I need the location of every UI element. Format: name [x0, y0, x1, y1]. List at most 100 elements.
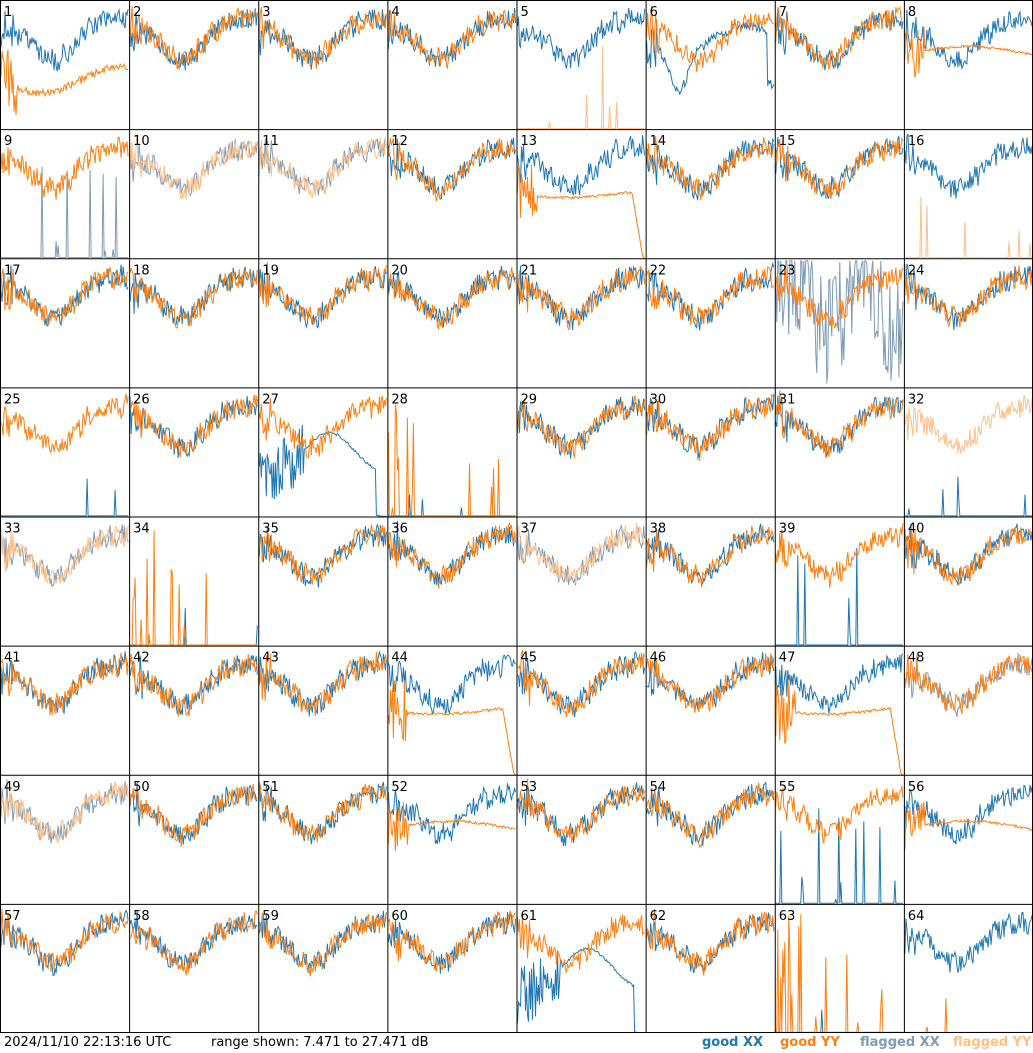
series-yy-53 — [517, 778, 646, 843]
series-xx-40 — [904, 523, 1033, 586]
panel-22: 22 — [646, 261, 775, 331]
series-yy-34 — [130, 530, 258, 646]
series-yy-13 — [517, 164, 645, 259]
series-xx-4 — [387, 7, 516, 68]
panel-14: 14 — [646, 134, 775, 201]
series-yy-10 — [129, 134, 258, 201]
panel-label-52: 52 — [391, 780, 408, 795]
series-yy-27 — [258, 395, 387, 459]
series-xx-64 — [904, 911, 1033, 973]
panel-label-1: 1 — [4, 5, 12, 20]
series-yy-21 — [517, 266, 646, 331]
timestamp: 2024/11/10 22:13:16 UTC — [4, 1035, 172, 1050]
series-xx-41 — [0, 651, 129, 714]
series-yy-32 — [904, 394, 1033, 454]
panel-11: 11 — [258, 134, 387, 199]
series-xx-12 — [387, 137, 516, 200]
panel-38: 38 — [646, 522, 775, 588]
panel-label-32: 32 — [908, 392, 925, 407]
panel-label-21: 21 — [521, 263, 538, 278]
panel-label-15: 15 — [779, 134, 796, 149]
panel-9: 9 — [0, 134, 129, 259]
panel-label-42: 42 — [133, 651, 150, 666]
panel-59: 59 — [258, 909, 387, 977]
panel-label-16: 16 — [908, 134, 925, 149]
panel-3: 3 — [258, 5, 387, 70]
series-yy-51 — [258, 781, 387, 843]
series-xx-52 — [387, 783, 516, 845]
series-yy-31 — [775, 390, 904, 459]
series-yy-30 — [646, 393, 775, 462]
panel-label-12: 12 — [391, 134, 408, 149]
panel-17: 17 — [0, 263, 129, 327]
panel-21: 21 — [517, 263, 646, 331]
panel-62: 62 — [646, 908, 775, 976]
panel-label-46: 46 — [650, 651, 667, 666]
panel-label-51: 51 — [262, 780, 279, 795]
series-yy-22 — [646, 265, 775, 325]
panel-label-9: 9 — [4, 134, 12, 149]
panel-label-54: 54 — [650, 780, 667, 795]
series-yy-49 — [0, 781, 129, 844]
panel-6: 6 — [646, 5, 775, 96]
footer: 2024/11/10 22:13:16 UTC range shown: 7.4… — [0, 1033, 1033, 1053]
series-yy-25 — [0, 393, 129, 455]
panel-8: 8 — [904, 5, 1033, 78]
panel-20: 20 — [387, 263, 516, 331]
series-yy-28 — [387, 404, 516, 517]
panel-label-34: 34 — [133, 522, 150, 537]
panel-58: 58 — [129, 909, 258, 976]
panel-37: 37 — [517, 522, 646, 586]
series-yy-47 — [775, 679, 903, 775]
series-yy-50 — [129, 783, 258, 847]
series-yy-5 — [517, 46, 645, 129]
series-yy-58 — [129, 909, 258, 976]
panel-label-36: 36 — [391, 522, 408, 537]
panel-label-23: 23 — [779, 263, 796, 278]
panel-7: 7 — [775, 5, 904, 71]
panel-29: 29 — [517, 392, 646, 459]
panel-label-25: 25 — [4, 392, 21, 407]
panel-63: 63 — [775, 909, 903, 1033]
series-yy-63 — [775, 914, 903, 1033]
panel-33: 33 — [0, 522, 129, 588]
series-xx-5 — [517, 7, 646, 69]
panel-label-58: 58 — [133, 909, 150, 924]
series-yy-36 — [387, 521, 516, 589]
panel-60: 60 — [387, 909, 516, 974]
series-yy-40 — [904, 527, 1033, 587]
panel-label-33: 33 — [4, 522, 21, 537]
series-xx-1 — [0, 8, 129, 72]
panel-28: 28 — [387, 392, 516, 517]
panel-31: 31 — [775, 390, 904, 459]
series-yy-9 — [0, 136, 129, 200]
series-xx-8 — [904, 9, 1033, 71]
panel-label-45: 45 — [521, 651, 538, 666]
series-yy-8 — [904, 26, 1033, 78]
series-xx-39 — [775, 547, 903, 646]
panel-label-22: 22 — [650, 263, 667, 278]
series-yy-18 — [129, 267, 258, 329]
panel-16: 16 — [904, 133, 1033, 259]
panel-label-14: 14 — [650, 134, 667, 149]
panel-label-8: 8 — [908, 5, 916, 20]
panel-label-11: 11 — [262, 134, 279, 149]
panel-label-3: 3 — [262, 5, 270, 20]
panel-35: 35 — [258, 522, 387, 588]
series-xx-32 — [904, 476, 1032, 517]
panel-51: 51 — [258, 780, 387, 845]
panel-label-39: 39 — [779, 522, 796, 537]
series-xx-35 — [258, 523, 387, 588]
series-yy-15 — [775, 137, 904, 200]
series-yy-19 — [258, 262, 387, 326]
panel-label-44: 44 — [391, 651, 408, 666]
series-yy-3 — [258, 6, 387, 69]
series-yy-38 — [646, 525, 775, 588]
panel-label-37: 37 — [521, 522, 538, 537]
panel-1: 1 — [0, 5, 129, 116]
series-yy-59 — [258, 912, 387, 977]
panel-23: 23 — [775, 259, 904, 384]
series-yy-2 — [129, 6, 258, 70]
series-yy-37 — [517, 523, 646, 584]
